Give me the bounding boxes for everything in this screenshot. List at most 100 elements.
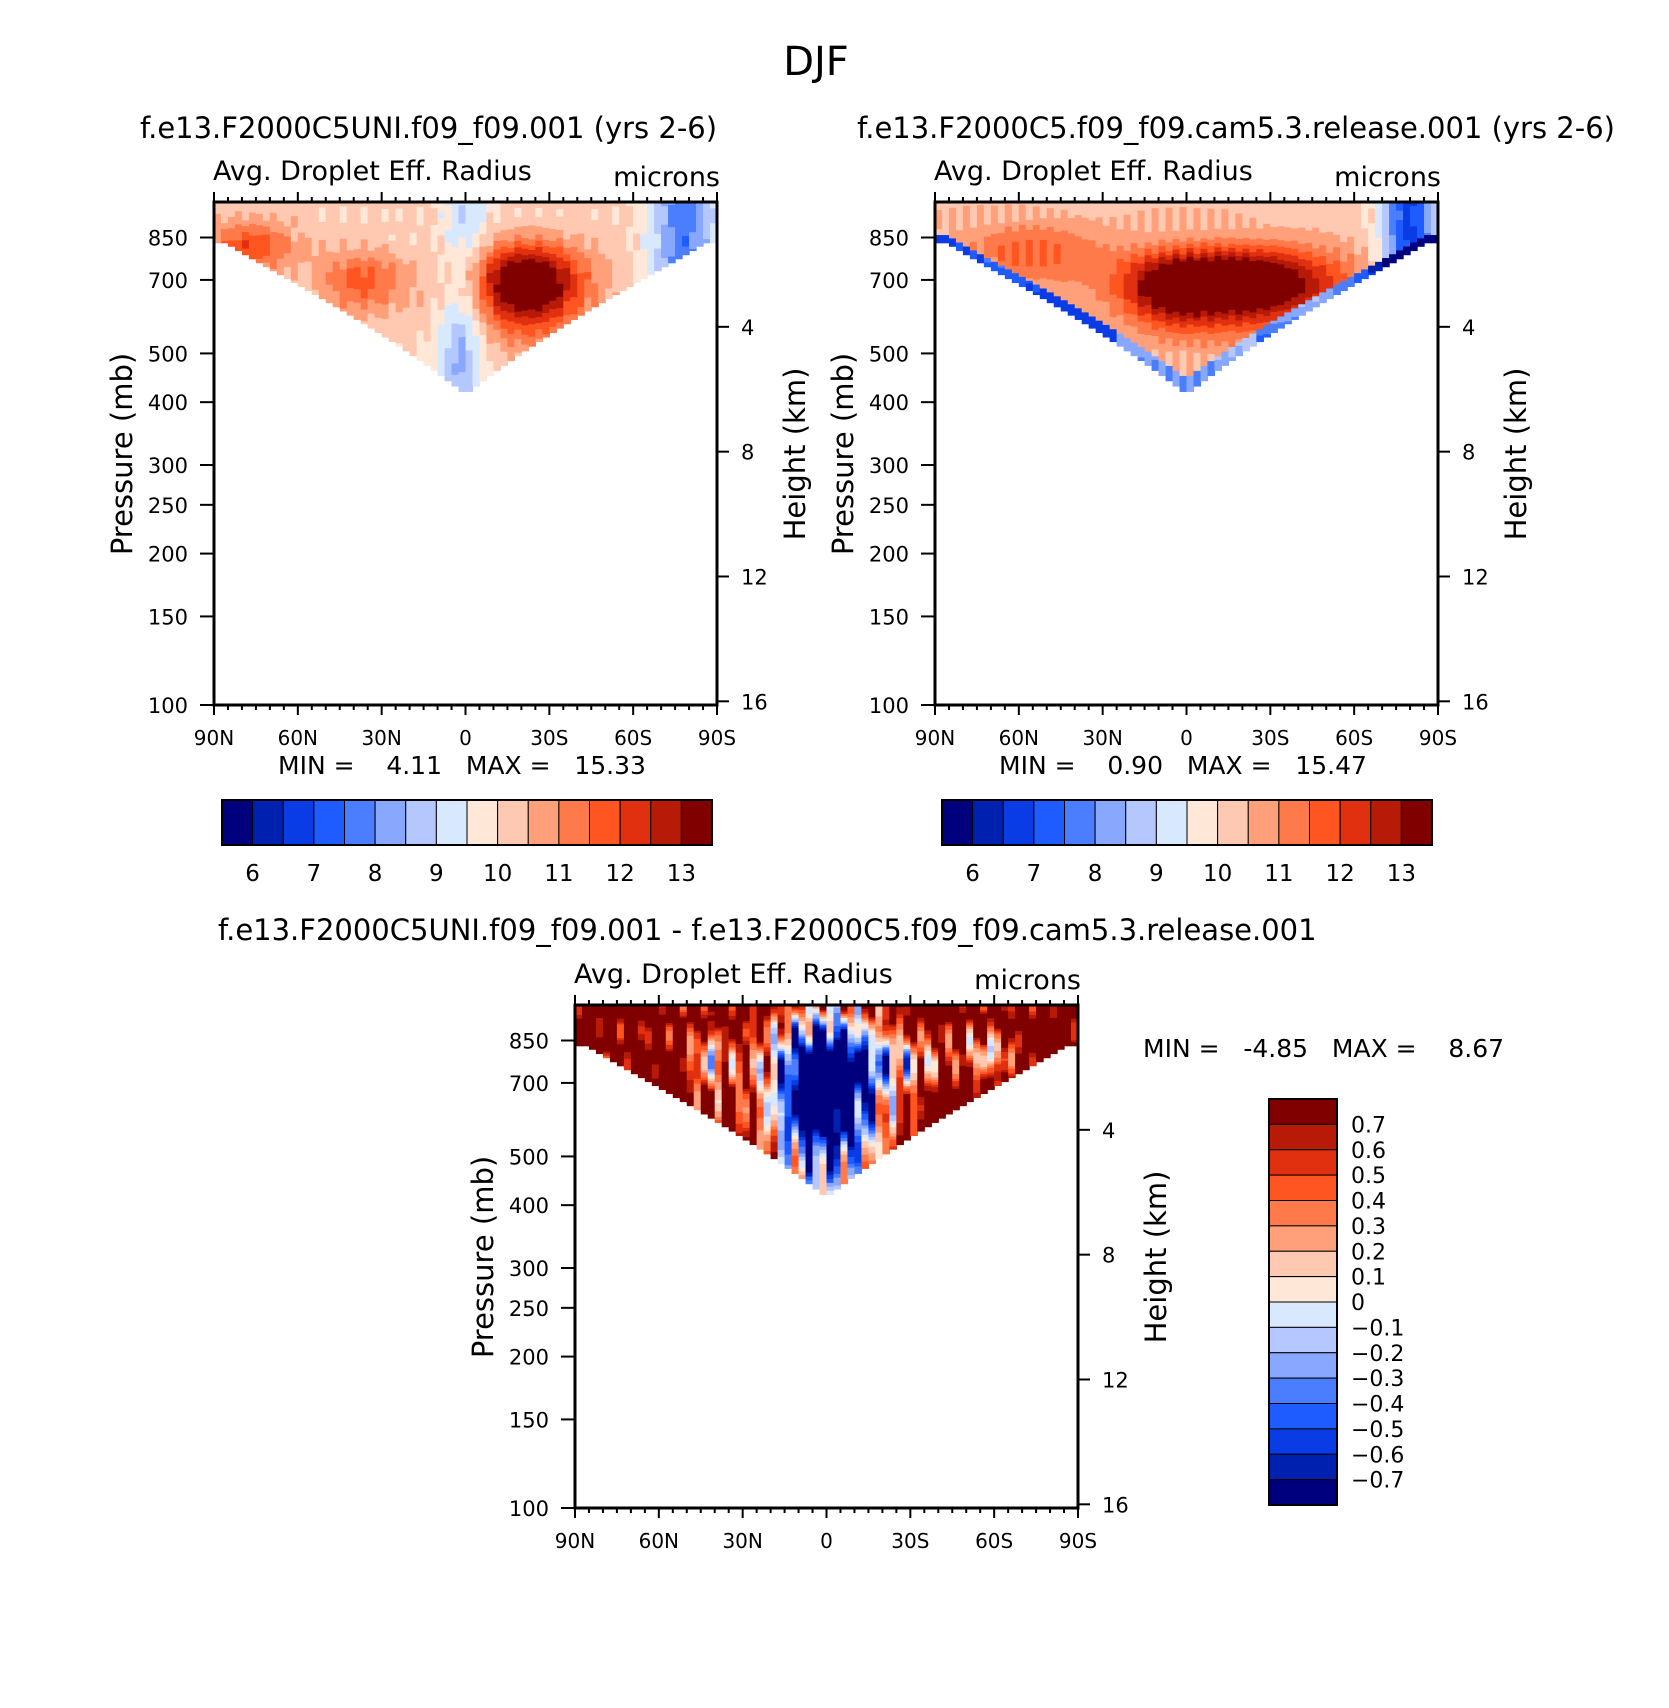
heatmap-cell — [388, 313, 397, 318]
heatmap-cell — [388, 242, 397, 245]
heatmap-cell — [283, 268, 292, 272]
heatmap-cell — [220, 238, 229, 242]
heatmap-cell — [290, 232, 299, 236]
heatmap-cell — [1095, 262, 1104, 266]
heatmap-cell — [493, 284, 502, 288]
heatmap-cell — [444, 351, 453, 356]
heatmap-cell — [626, 269, 634, 273]
heatmap-cell — [423, 270, 432, 274]
heatmap-cell — [430, 211, 439, 214]
heatmap-cell — [626, 207, 634, 210]
heatmap-cell — [493, 211, 502, 214]
heatmap-cell — [1130, 299, 1139, 304]
heatmap-cell — [1123, 343, 1132, 348]
heatmap-cell — [1137, 232, 1146, 236]
heatmap-cell — [626, 218, 634, 221]
heatmap-cell — [948, 229, 957, 233]
heatmap-cell — [710, 224, 718, 228]
heatmap-cell — [395, 314, 404, 319]
heatmap-cell — [955, 225, 964, 229]
heatmap-cell — [395, 308, 404, 313]
heatmap-cell — [1004, 220, 1013, 223]
heatmap-cell — [1004, 227, 1013, 231]
heatmap-cell — [451, 294, 460, 298]
heatmap-cell — [437, 260, 446, 264]
heatmap-cell — [374, 264, 383, 268]
heatmap-cell — [1081, 314, 1090, 319]
heatmap-cell — [374, 244, 383, 248]
heatmap-cell — [563, 211, 571, 215]
heatmap-cell — [444, 231, 453, 235]
heatmap-cell — [710, 215, 718, 218]
heatmap-cell — [1081, 204, 1090, 207]
heatmap-cell — [276, 269, 285, 273]
heatmap-cell — [500, 221, 509, 225]
heatmap-cell — [584, 288, 592, 293]
heatmap-cell — [318, 229, 327, 232]
heatmap-cell — [507, 215, 516, 218]
heatmap-cell — [1067, 237, 1076, 240]
heatmap-cell — [360, 272, 369, 276]
heatmap-cell — [1025, 225, 1034, 228]
heatmap-cell — [1123, 223, 1132, 227]
heatmap-cell — [612, 248, 620, 252]
heatmap-cell — [325, 209, 334, 212]
heatmap-cell — [437, 206, 446, 209]
heatmap-cell — [1102, 239, 1111, 242]
heatmap-cell — [1067, 258, 1076, 262]
heatmap-cell — [318, 225, 327, 228]
heatmap-cell — [1144, 280, 1153, 284]
heatmap-cell — [1004, 266, 1013, 270]
heatmap-cell — [332, 210, 341, 213]
heatmap-cell — [500, 223, 509, 227]
heatmap-cell — [451, 326, 460, 330]
heatmap-cell — [633, 206, 641, 209]
heatmap-cell — [402, 334, 411, 338]
heatmap-cell — [416, 314, 425, 319]
heatmap-cell — [332, 290, 341, 294]
heatmap-cell — [395, 236, 404, 240]
heatmap-cell — [1102, 315, 1111, 319]
heatmap-cell — [423, 354, 432, 359]
heatmap-cell — [458, 371, 467, 376]
heatmap-cell — [395, 284, 404, 288]
heatmap-cell — [507, 336, 516, 341]
heatmap-cell — [710, 232, 718, 236]
heatmap-cell — [479, 205, 488, 208]
heatmap-cell — [227, 235, 236, 239]
heatmap-cell — [472, 329, 481, 333]
heatmap-cell — [528, 224, 536, 228]
heatmap-cell — [997, 255, 1006, 259]
heatmap-cell — [514, 230, 522, 233]
heatmap-cell — [423, 263, 432, 267]
heatmap-cell — [388, 214, 397, 218]
heatmap-cell — [409, 302, 418, 306]
heatmap-cell — [325, 257, 334, 261]
heatmap-cell — [458, 320, 467, 325]
heatmap-cell — [416, 292, 425, 296]
heatmap-cell — [1074, 242, 1083, 245]
heatmap-cell — [549, 271, 557, 275]
heatmap-cell — [1088, 288, 1097, 292]
heatmap-cell — [1067, 247, 1076, 251]
heatmap-cell — [997, 220, 1006, 224]
heatmap-cell — [311, 232, 320, 235]
heatmap-cell — [1116, 260, 1125, 264]
heatmap-cell — [430, 366, 439, 371]
heatmap-cell — [710, 230, 718, 234]
heatmap-cell — [283, 221, 292, 225]
heatmap-cell — [500, 283, 509, 287]
heatmap-cell — [535, 240, 543, 243]
heatmap-cell — [332, 237, 341, 240]
heatmap-cell — [486, 228, 495, 232]
heatmap-cell — [1137, 226, 1146, 230]
heatmap-cell — [437, 226, 446, 230]
heatmap-cell — [528, 311, 536, 316]
heatmap-cell — [486, 306, 495, 310]
heatmap-cell — [360, 206, 369, 209]
heatmap-cell — [472, 246, 481, 250]
heatmap-cell — [1102, 223, 1111, 226]
heatmap-cell — [381, 243, 390, 247]
heatmap-cell — [1116, 314, 1125, 319]
heatmap-cell — [1088, 273, 1097, 277]
